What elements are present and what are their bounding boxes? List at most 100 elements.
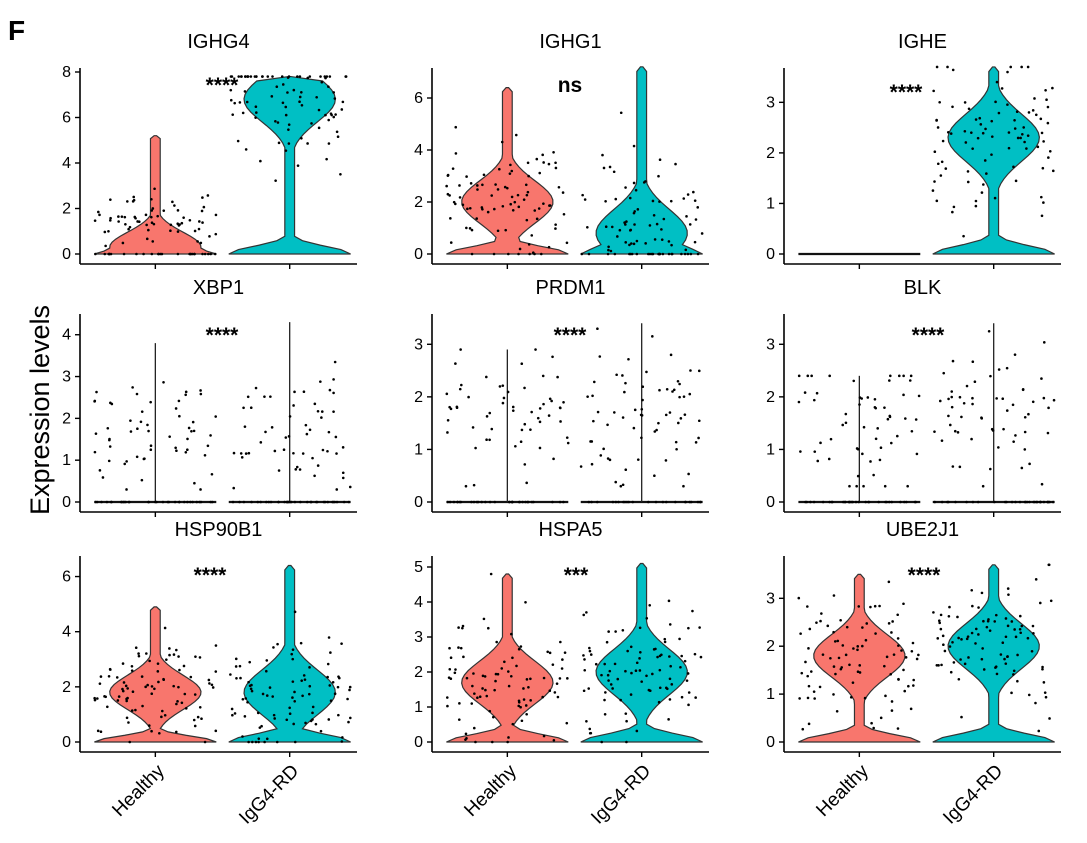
data-point	[1046, 105, 1050, 109]
data-point	[307, 692, 311, 696]
data-point	[107, 674, 111, 678]
data-point	[526, 190, 530, 194]
data-point	[130, 669, 134, 672]
data-point	[677, 421, 680, 425]
data-point	[187, 426, 191, 430]
data-point	[661, 252, 665, 256]
data-point	[126, 200, 129, 203]
data-point	[258, 726, 262, 729]
data-point	[974, 627, 978, 631]
data-point	[149, 448, 153, 452]
data-point	[614, 197, 618, 201]
data-point	[932, 89, 935, 93]
data-point	[806, 674, 809, 678]
data-point	[524, 500, 527, 504]
data-point	[561, 191, 565, 194]
data-point	[288, 712, 292, 715]
data-point	[1040, 482, 1044, 486]
data-point	[488, 411, 492, 415]
data-point	[195, 500, 199, 504]
y-tick-label: 0	[414, 494, 423, 511]
data-point	[207, 678, 211, 682]
data-point	[263, 740, 266, 744]
data-point	[511, 409, 515, 412]
panel-title: XBP1	[193, 277, 244, 299]
data-point	[616, 235, 619, 238]
data-point	[951, 640, 954, 644]
data-point	[810, 374, 813, 378]
data-point	[327, 85, 330, 88]
data-point	[624, 669, 627, 673]
data-point	[832, 594, 836, 597]
data-point	[903, 689, 907, 693]
data-point	[287, 128, 290, 131]
data-point	[336, 135, 340, 138]
data-point	[129, 419, 132, 422]
data-point	[1013, 353, 1017, 356]
data-point	[542, 734, 546, 738]
data-point	[144, 213, 148, 217]
data-point	[806, 696, 810, 700]
data-point	[301, 694, 304, 698]
data-point	[983, 159, 987, 162]
data-point	[175, 648, 178, 652]
data-point	[669, 199, 673, 203]
data-point	[449, 217, 452, 220]
data-point	[951, 465, 955, 468]
data-point	[879, 446, 883, 449]
data-point	[332, 91, 336, 94]
data-point	[482, 173, 486, 177]
data-point	[974, 199, 978, 203]
data-point	[1027, 693, 1031, 697]
data-point	[563, 651, 567, 654]
data-point	[311, 718, 314, 721]
data-point	[331, 500, 334, 504]
data-point	[1026, 134, 1030, 137]
data-point	[256, 711, 260, 715]
data-point	[590, 500, 593, 504]
data-point	[296, 75, 299, 78]
y-tick-label: 2	[62, 410, 71, 427]
data-point	[525, 193, 529, 197]
panel-prdm1: PRDM1 0 1 2 3 ****	[414, 277, 709, 517]
data-point	[457, 626, 460, 629]
data-point	[974, 204, 978, 208]
y-tick-label: 0	[62, 494, 71, 511]
data-point	[132, 198, 136, 202]
data-point	[326, 449, 329, 453]
data-point	[291, 696, 294, 699]
data-point	[188, 252, 191, 256]
data-point	[140, 410, 144, 413]
data-point	[588, 646, 591, 650]
panel-blk: BLK 0 1 2 3 ****	[766, 277, 1061, 517]
data-point	[917, 394, 921, 398]
data-point	[682, 484, 685, 488]
data-point	[942, 371, 946, 375]
data-point	[849, 695, 853, 699]
data-point	[899, 500, 902, 504]
data-point	[904, 417, 907, 420]
panel-title: HSPA5	[538, 519, 602, 541]
y-tick-label: 6	[62, 569, 71, 586]
data-point	[689, 369, 692, 372]
data-point	[664, 413, 668, 417]
data-point	[131, 690, 135, 693]
data-point	[338, 676, 341, 680]
violin-igg4rd	[580, 562, 703, 743]
data-point	[1026, 636, 1030, 640]
data-point	[1042, 140, 1045, 143]
data-point	[175, 449, 178, 453]
data-point	[869, 460, 872, 463]
data-point	[614, 480, 618, 484]
data-point	[902, 374, 905, 378]
data-point	[896, 637, 900, 640]
data-point	[184, 393, 187, 397]
data-point	[865, 622, 869, 625]
data-point	[293, 740, 297, 744]
data-point	[509, 163, 512, 167]
data-point	[939, 174, 943, 177]
data-point	[1040, 131, 1044, 135]
data-point	[464, 484, 468, 488]
data-point	[678, 637, 681, 641]
data-point	[136, 220, 139, 223]
